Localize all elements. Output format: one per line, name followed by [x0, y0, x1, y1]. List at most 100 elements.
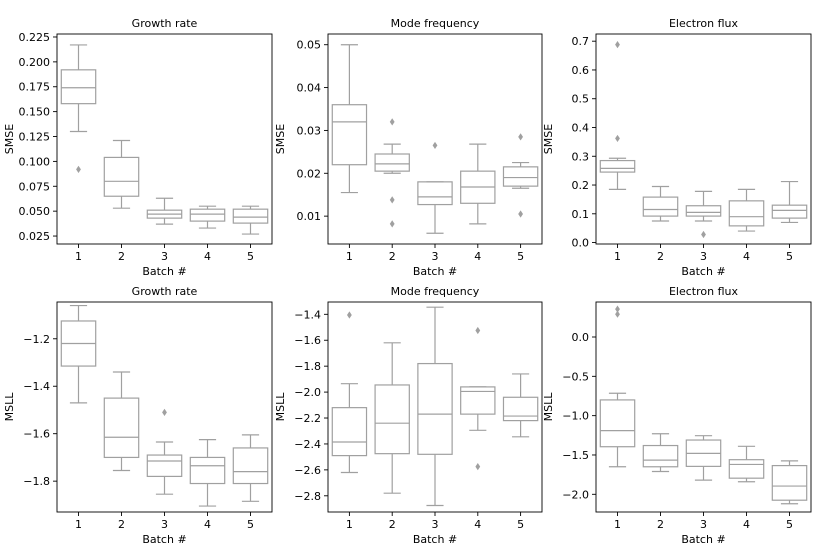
box-3 [146, 197, 183, 225]
box-iqr [103, 397, 140, 459]
box-4 [728, 445, 765, 483]
box-iqr [599, 399, 636, 448]
x-tick-label: 2 [118, 518, 125, 531]
plot-frame [56, 33, 273, 245]
x-tick-label: 1 [614, 250, 621, 263]
x-tick-label: 3 [432, 518, 439, 531]
y-tick-label: 0.075 [19, 180, 51, 193]
box-iqr [417, 362, 453, 455]
box-iqr [685, 205, 722, 217]
outlier-marker [432, 141, 438, 150]
x-tick-label: 3 [432, 250, 439, 263]
y-tick-label: −2.4 [294, 438, 321, 451]
y-tick-label: −0.5 [562, 370, 589, 383]
y-tick-label: −1.4 [294, 308, 321, 321]
x-tick-label: 3 [700, 518, 707, 531]
y-axis-label: SMSE [542, 124, 555, 154]
x-axis-label: Batch # [681, 265, 725, 278]
box-iqr [599, 159, 636, 173]
chart-panel: −2.0 −1.5 −1.0 −0.5 0.0 1 2 3 4 5 Electron flux Bat… [542, 285, 812, 546]
box-iqr [502, 166, 539, 187]
x-tick-label: 4 [743, 250, 750, 263]
outlier-marker [615, 41, 620, 49]
box-4 [460, 326, 496, 471]
box-1 [599, 305, 636, 468]
box-iqr [146, 454, 183, 478]
box-1 [60, 304, 97, 404]
y-tick-label: 0.125 [19, 131, 51, 144]
chart-title: Growth rate [132, 17, 198, 30]
y-tick-label: −1.4 [23, 380, 50, 393]
y-tick-label: −1.8 [294, 360, 321, 373]
box-iqr [728, 200, 765, 227]
x-tick-label: 2 [118, 250, 125, 263]
box-3 [417, 306, 453, 507]
box-2 [103, 371, 140, 472]
x-tick-label: 1 [75, 250, 82, 263]
y-tick-label: 0.1 [572, 208, 590, 221]
outlier-marker [615, 134, 620, 143]
box-iqr [460, 386, 496, 415]
chart-panel: 0.025 0.050 0.075 0.100 0.125 0.150 0.175 0.200… [3, 17, 273, 278]
chart-panel: −2.8 −2.6 −2.4 −2.2 −2.0 −1.8 −1.6 −1.4 1 2 3 4 5 Mod… [274, 285, 543, 546]
box-iqr [103, 156, 140, 197]
x-axis-label: Batch # [142, 533, 186, 546]
box-2 [374, 118, 410, 228]
chart-panel: −1.8 −1.6 −1.4 −1.2 1 2 3 4 5 Growth rate Batch # M… [3, 285, 273, 546]
y-tick-label: 0.7 [572, 35, 590, 48]
y-tick-label: 0.04 [297, 82, 322, 95]
box-iqr [502, 396, 539, 422]
box-5 [502, 133, 539, 218]
y-tick-label: 0.175 [19, 81, 51, 94]
y-tick-label: −2.8 [294, 490, 321, 503]
y-tick-label: 0.050 [19, 205, 51, 218]
y-tick-label: 0.2 [572, 179, 590, 192]
box-iqr [374, 384, 410, 455]
outlier-marker [518, 210, 523, 218]
box-iqr [189, 456, 226, 485]
box-4 [189, 205, 226, 229]
x-tick-label: 5 [247, 250, 254, 263]
y-tick-label: 0.5 [572, 93, 590, 106]
outlier-marker [615, 305, 620, 313]
chart-title: Electron flux [669, 17, 739, 30]
x-tick-label: 2 [389, 518, 396, 531]
box-iqr [642, 196, 679, 217]
x-tick-label: 5 [786, 518, 793, 531]
x-tick-label: 5 [517, 518, 524, 531]
box-3 [146, 408, 183, 495]
box-2 [642, 185, 679, 222]
y-tick-label: −1.0 [562, 410, 589, 423]
x-axis-label: Batch # [142, 265, 186, 278]
x-tick-label: 4 [474, 518, 481, 531]
y-tick-label: −1.6 [23, 428, 50, 441]
x-axis-label: Batch # [681, 533, 725, 546]
chart-panel: 0.01 0.02 0.03 0.04 0.05 1 2 3 4 5 Mode frequency B… [274, 17, 543, 278]
box-5 [771, 180, 808, 224]
y-axis-label: SMSE [274, 124, 287, 154]
y-tick-label: 0.200 [19, 56, 51, 69]
x-tick-label: 1 [614, 518, 621, 531]
outlier-marker [475, 326, 481, 335]
x-tick-label: 1 [75, 518, 82, 531]
outlier-marker [76, 165, 81, 173]
outlier-marker [389, 220, 395, 228]
box-2 [103, 139, 140, 209]
y-axis-label: MSLL [3, 392, 16, 422]
box-2 [374, 342, 410, 494]
y-tick-label: −1.5 [562, 449, 589, 462]
y-tick-label: 0.150 [19, 106, 51, 119]
x-tick-label: 4 [743, 518, 750, 531]
box-5 [502, 373, 539, 438]
outlier-marker [518, 133, 523, 141]
y-tick-label: −2.6 [294, 464, 321, 477]
chart-title: Electron flux [669, 285, 739, 298]
x-tick-label: 3 [161, 250, 168, 263]
box-iqr [232, 208, 269, 224]
y-axis-label: MSLL [542, 392, 555, 422]
y-tick-label: −1.8 [23, 475, 50, 488]
outlier-marker [389, 196, 395, 204]
box-1 [331, 44, 368, 194]
y-tick-label: 0.4 [572, 121, 590, 134]
y-tick-label: 0.01 [297, 210, 322, 223]
